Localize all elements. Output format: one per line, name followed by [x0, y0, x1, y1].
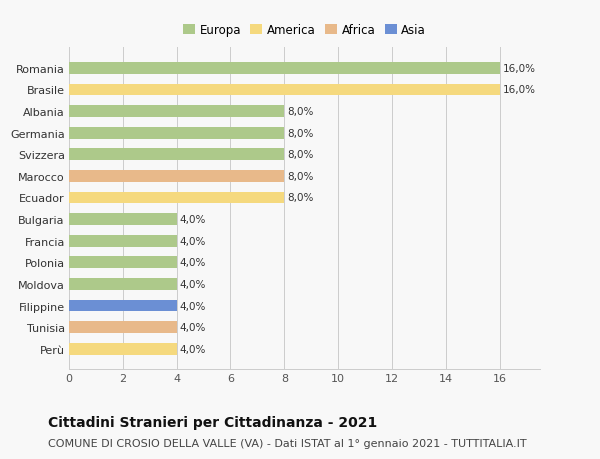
Bar: [69, 171, 284, 182]
Text: 16,0%: 16,0%: [503, 85, 536, 95]
Text: Cittadini Stranieri per Cittadinanza - 2021: Cittadini Stranieri per Cittadinanza - 2…: [48, 415, 377, 429]
Bar: [69, 84, 500, 96]
Bar: [69, 321, 176, 333]
Bar: [69, 149, 284, 161]
Text: 4,0%: 4,0%: [180, 215, 206, 224]
Text: 4,0%: 4,0%: [180, 236, 206, 246]
Text: 4,0%: 4,0%: [180, 280, 206, 289]
Text: 8,0%: 8,0%: [287, 193, 314, 203]
Text: 8,0%: 8,0%: [287, 129, 314, 138]
Bar: [69, 214, 176, 225]
Text: 4,0%: 4,0%: [180, 344, 206, 354]
Bar: [69, 192, 284, 204]
Text: 4,0%: 4,0%: [180, 322, 206, 332]
Bar: [69, 128, 284, 140]
Text: 8,0%: 8,0%: [287, 172, 314, 181]
Bar: [69, 343, 176, 355]
Text: 4,0%: 4,0%: [180, 258, 206, 268]
Bar: [69, 63, 500, 75]
Bar: [69, 106, 284, 118]
Text: 4,0%: 4,0%: [180, 301, 206, 311]
Bar: [69, 235, 176, 247]
Text: 8,0%: 8,0%: [287, 107, 314, 117]
Bar: [69, 278, 176, 290]
Text: 16,0%: 16,0%: [503, 64, 536, 74]
Bar: [69, 257, 176, 269]
Bar: [69, 300, 176, 312]
Text: COMUNE DI CROSIO DELLA VALLE (VA) - Dati ISTAT al 1° gennaio 2021 - TUTTITALIA.I: COMUNE DI CROSIO DELLA VALLE (VA) - Dati…: [48, 438, 527, 448]
Text: 8,0%: 8,0%: [287, 150, 314, 160]
Legend: Europa, America, Africa, Asia: Europa, America, Africa, Asia: [181, 22, 428, 39]
